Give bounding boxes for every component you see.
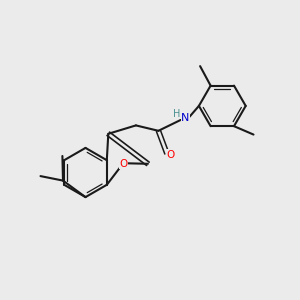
Text: O: O — [119, 159, 128, 169]
Text: N: N — [181, 112, 190, 123]
Text: O: O — [166, 150, 175, 160]
Text: H: H — [173, 109, 180, 119]
